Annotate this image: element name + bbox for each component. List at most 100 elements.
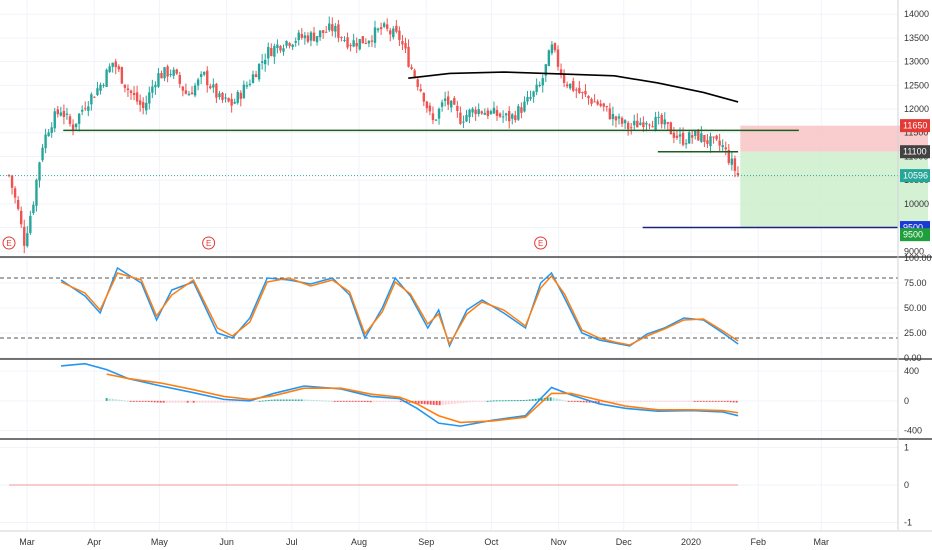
candle-body [373, 27, 377, 43]
macd-histogram-bar [174, 400, 177, 403]
candle-body [50, 127, 53, 133]
earnings-marker[interactable] [2, 236, 16, 250]
macd-histogram-bar [489, 400, 492, 402]
pane-separators[interactable] [0, 0, 932, 532]
macd-histogram-bar [213, 400, 216, 403]
candle-body [575, 89, 578, 91]
candle-body [93, 96, 96, 98]
macd-histogram-bar [540, 398, 543, 401]
candle-body [23, 226, 26, 246]
candle-body [193, 85, 197, 96]
candle-body [599, 103, 602, 106]
candle-body [517, 106, 520, 120]
macd-histogram-bar [423, 400, 426, 405]
macd-histogram-bar [714, 400, 717, 402]
macd-histogram-bar [708, 400, 711, 402]
candle-body [684, 143, 688, 145]
candle-body [120, 67, 124, 84]
price-badge[interactable] [900, 145, 930, 159]
candle-body [297, 32, 300, 41]
price-badge[interactable] [900, 169, 930, 183]
candle-body [270, 47, 273, 56]
macd-histogram-bar [546, 397, 549, 401]
earnings-marker-label: E [538, 239, 543, 248]
candle-body [538, 84, 541, 87]
price-axis[interactable]: 9000950010000105001100011500120001250013… [900, 9, 932, 528]
macd-histogram-bar [597, 400, 600, 404]
candle-body [346, 37, 349, 48]
macd-histogram-bar [105, 398, 108, 401]
candle-body [648, 124, 651, 126]
macd-histogram-bar [126, 400, 129, 402]
price-badge[interactable] [900, 119, 930, 133]
candle-body [248, 83, 252, 86]
macd-histogram-bar [684, 400, 687, 402]
macd-histogram-bar [531, 399, 534, 401]
candle-body [361, 36, 364, 44]
macd-histogram-bar [264, 400, 267, 402]
candle-body [273, 45, 276, 57]
macd-histogram-bar [471, 400, 474, 403]
macd-histogram-bar [318, 400, 321, 402]
macd-histogram-bar [600, 400, 603, 404]
candle-body [498, 113, 502, 117]
candle-body [163, 67, 166, 79]
macd-histogram-bar [210, 400, 213, 403]
macd-histogram-bar [180, 400, 183, 403]
candle-body [703, 134, 706, 142]
macd-pane[interactable] [61, 362, 739, 427]
macd-histogram-bar [219, 400, 222, 403]
macd-histogram-bar [237, 400, 240, 403]
candle-body [681, 132, 685, 145]
month-label: Dec [616, 537, 633, 547]
macd-histogram-bar [612, 400, 615, 403]
macd-histogram-bar [393, 400, 396, 402]
macd-histogram-bar [129, 400, 132, 402]
candle-body [477, 109, 480, 115]
macd-histogram-bar [324, 400, 327, 402]
macd-histogram-bar [438, 400, 441, 406]
candle-body [77, 113, 81, 124]
macd-histogram-bar [498, 400, 501, 402]
macd-histogram-bar [192, 400, 195, 403]
macd-histogram-bar [261, 400, 264, 402]
candle-body [56, 109, 59, 115]
macd-histogram-bar [726, 400, 729, 403]
macd-histogram-bar [159, 400, 162, 403]
candle-body [279, 45, 282, 51]
macd-histogram-bar [141, 400, 144, 402]
macd-histogram-bar [306, 399, 309, 401]
candle-body [657, 116, 660, 118]
macd-histogram-bar [426, 400, 429, 405]
macd-histogram-bar [444, 400, 447, 405]
macd-histogram-bar [156, 400, 159, 403]
candle-body [730, 158, 734, 165]
macd-histogram-bar [522, 399, 525, 401]
candle-body [736, 173, 740, 176]
candle-body [35, 179, 38, 206]
candle-body [605, 106, 608, 108]
macd-macd-line [61, 362, 739, 427]
candle-body [108, 66, 111, 73]
macd-histogram-bar [453, 400, 456, 404]
macd-histogram-bar [675, 400, 678, 402]
price-badge[interactable] [900, 228, 930, 242]
candle-body [694, 130, 697, 136]
earnings-marker[interactable] [534, 236, 548, 250]
candle-body [303, 35, 307, 39]
candle-body [529, 97, 532, 99]
macd-histogram-bar [564, 400, 567, 402]
candle-body [630, 127, 633, 129]
macd-histogram-bar [291, 399, 294, 401]
candle-body [401, 41, 404, 45]
month-label: Mar [813, 537, 829, 547]
stochastic-pane[interactable] [0, 266, 898, 349]
macd-histogram-bar [294, 399, 297, 401]
candle-body [474, 109, 477, 115]
candle-body [483, 112, 486, 115]
time-axis[interactable]: Mar Apr May Jun Jul Aug Sep Oct Nov Dec 2020 Feb Mar [19, 537, 829, 547]
earnings-marker[interactable] [202, 236, 216, 250]
macd-histogram-bar [228, 400, 231, 403]
macd-histogram-bar [315, 400, 318, 402]
